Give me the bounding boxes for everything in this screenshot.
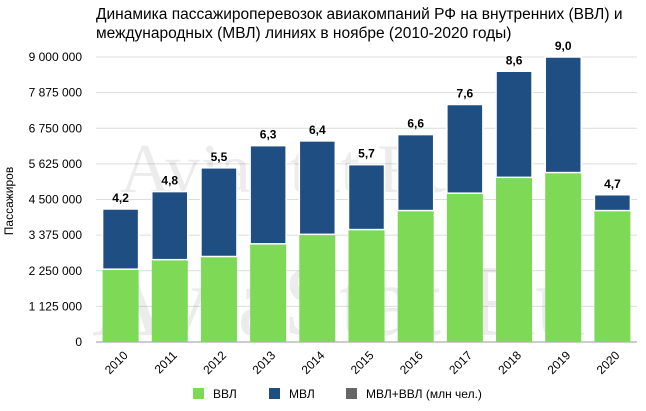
bar-mvl-2017 xyxy=(446,103,484,194)
bar-vvl-2015 xyxy=(348,229,385,342)
legend-label-0: ВВЛ xyxy=(213,387,237,401)
bar-vvl-2014 xyxy=(299,234,336,342)
data-label-2011: 4,8 xyxy=(161,174,178,188)
data-label-2016: 6,6 xyxy=(407,117,424,131)
bar-mvl-2011 xyxy=(151,190,189,261)
bar-vvl-2016 xyxy=(397,210,434,342)
bar-mvl-2020 xyxy=(593,194,632,212)
data-label-2014: 6,4 xyxy=(309,123,326,137)
bar-mvl-2012 xyxy=(200,167,238,258)
data-label-2010: 4,2 xyxy=(112,191,129,205)
y-tick-label: 4 500 000 xyxy=(29,193,83,207)
legend-swatch-0 xyxy=(193,388,204,399)
data-label-2020: 4,7 xyxy=(604,177,621,191)
bar-vvl-2011 xyxy=(151,259,188,342)
data-label-2015: 5,7 xyxy=(358,147,375,161)
y-tick-label: 2 250 000 xyxy=(29,264,83,278)
y-tick-label: 0 xyxy=(75,335,82,349)
chart-title: Динамика пассажироперевозок авиакомпаний… xyxy=(96,6,623,42)
bar-mvl-2019 xyxy=(544,56,582,174)
bar-mvl-2013 xyxy=(249,144,287,245)
legend-label-2: МВЛ+ВВЛ (млн чел.) xyxy=(366,387,482,401)
y-tick-label: 9 000 000 xyxy=(29,50,83,64)
y-tick-label: 7 875 000 xyxy=(29,86,83,100)
bar-vvl-2010 xyxy=(102,269,139,342)
bar-mvl-2010 xyxy=(101,208,140,270)
bar-vvl-2017 xyxy=(446,193,483,342)
legend-swatch-1 xyxy=(269,388,280,399)
bar-vvl-2013 xyxy=(250,243,287,342)
legend-label-1: МВЛ xyxy=(289,387,315,401)
bar-vvl-2018 xyxy=(496,177,533,342)
y-axis-title: Пассажиров xyxy=(2,167,16,235)
data-label-2012: 5,5 xyxy=(211,150,228,164)
data-label-2018: 8,6 xyxy=(506,53,523,67)
legend: ВВЛ МВЛ МВЛ+ВВЛ (млн чел.) xyxy=(193,387,482,401)
y-tick-label: 1 125 000 xyxy=(29,299,83,313)
bar-vvl-2020 xyxy=(594,210,631,342)
y-tick-label: 6 750 000 xyxy=(29,121,83,135)
data-label-2013: 6,3 xyxy=(260,128,277,142)
y-axis: 0 1 125 000 2 250 000 3 375 000 4 500 000 5 6… xyxy=(29,50,83,349)
data-label-2019: 9,0 xyxy=(555,39,572,53)
bar-vvl-2012 xyxy=(200,256,237,342)
y-tick-label: 5 625 000 xyxy=(29,157,83,171)
legend-swatch-2 xyxy=(346,388,357,399)
data-label-2017: 7,6 xyxy=(457,87,474,101)
bar-mvl-2018 xyxy=(495,70,533,179)
bar-vvl-2019 xyxy=(545,172,582,342)
bars xyxy=(101,56,632,342)
bar-mvl-2014 xyxy=(298,140,337,236)
bar-mvl-2016 xyxy=(396,133,435,212)
y-tick-label: 3 375 000 xyxy=(29,228,83,242)
bar-mvl-2015 xyxy=(347,163,386,231)
x-tick-label-2020: 2020 xyxy=(594,348,623,377)
data-labels: 4,2 4,8 5,5 6,3 6,4 5,7 6,6 7,6 8,6 9,0 4,7 xyxy=(112,39,621,205)
